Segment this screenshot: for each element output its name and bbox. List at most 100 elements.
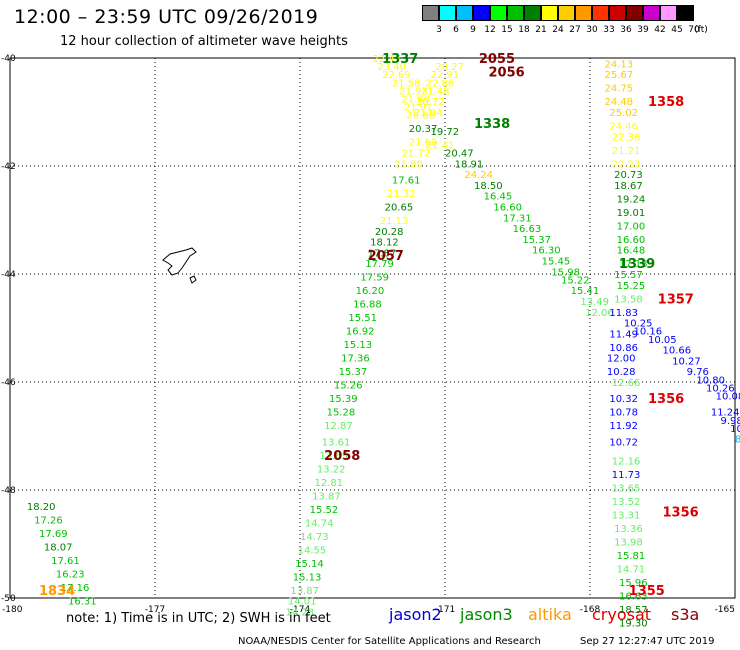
wave-height-reading: 12.00 xyxy=(607,354,636,365)
wave-height-reading: 16.63 xyxy=(619,591,648,602)
color-scale-swatch xyxy=(524,5,541,21)
wave-height-reading: 15.45 xyxy=(542,257,571,268)
wave-height-reading: 10.25 xyxy=(624,319,653,330)
wave-height-reading: 12.81 xyxy=(315,478,344,489)
wave-height-reading: 15.26 xyxy=(334,381,363,392)
wave-height-reading: 14.71 xyxy=(617,564,646,575)
wave-height-reading: 14.01 xyxy=(288,597,317,608)
wave-height-reading: 15.81 xyxy=(617,551,646,562)
color-scale-swatch xyxy=(575,5,592,21)
wave-height-reading: 18.12 xyxy=(370,238,399,249)
color-scale-label: 12 xyxy=(484,25,496,35)
color-scale-label: 3 xyxy=(436,25,442,35)
wave-height-reading: 20.72 xyxy=(416,97,445,108)
wave-height-reading: 21.69 xyxy=(409,138,438,149)
color-scale-label: 15 xyxy=(501,25,513,35)
pass-number-label: 2058 xyxy=(324,449,360,464)
wave-height-reading: 22.86 xyxy=(426,78,455,89)
wave-height-reading: 24.75 xyxy=(605,84,634,95)
color-scale-swatch xyxy=(439,5,456,21)
credit-text: NOAA/NESDIS Center for Satellite Applica… xyxy=(238,636,541,647)
wave-height-reading: 11.49 xyxy=(609,329,638,340)
wave-height-reading: 21.93 xyxy=(399,86,428,97)
color-scale-swatch xyxy=(558,5,575,21)
color-scale-label: 6 xyxy=(453,25,459,35)
wave-height-reading: 17.59 xyxy=(360,273,389,284)
longitude-label: -165 xyxy=(715,605,735,615)
wave-height-reading: 21.41 xyxy=(426,140,455,151)
wave-height-reading: 25.67 xyxy=(605,70,634,81)
wave-height-reading: 15.13 xyxy=(344,340,373,351)
wave-height-reading: 11.83 xyxy=(609,308,638,319)
color-scale-swatch xyxy=(677,5,694,21)
wave-height-reading: 10.28 xyxy=(607,367,636,378)
wave-height-reading: 24.13 xyxy=(605,59,634,70)
wave-height-reading: 16.30 xyxy=(532,246,561,257)
wave-height-reading: 19.30 xyxy=(619,618,648,629)
wave-height-reading: 18.57 xyxy=(619,605,648,616)
wave-height-reading: 21.58 xyxy=(392,78,421,89)
color-scale-label: 21 xyxy=(535,25,547,35)
wave-height-reading: 16.45 xyxy=(484,192,513,203)
wave-height-reading: 15.51 xyxy=(348,313,377,324)
wave-height-reading: 10.08 xyxy=(716,392,740,403)
longitude-label: -177 xyxy=(145,605,165,615)
wave-height-reading: 13.87 xyxy=(312,491,341,502)
wave-height-reading: 16.63 xyxy=(513,224,542,235)
wave-height-reading: 17.16 xyxy=(61,583,90,594)
wave-height-reading: 17.61 xyxy=(51,556,80,567)
wave-height-reading: 13.31 xyxy=(612,510,641,521)
wave-height-reading: 20.65 xyxy=(385,203,414,214)
wave-height-reading: 14.55 xyxy=(298,545,327,556)
wave-height-reading: 21.04 xyxy=(414,108,443,119)
map-frame xyxy=(9,57,736,599)
pass-number-label: 1338 xyxy=(474,117,510,132)
pass-number-label: 1356 xyxy=(648,392,684,407)
color-scale-label: 9 xyxy=(470,25,476,35)
wave-height-reading: 10.80 xyxy=(696,375,725,386)
pass-number-label: 1355 xyxy=(629,584,665,599)
wave-height-reading: 10.76 xyxy=(730,424,740,435)
wave-height-reading: 22.47 xyxy=(373,54,402,65)
color-scale-label: 42 xyxy=(654,25,666,35)
latitude-label: -44 xyxy=(1,270,16,280)
latitude-label: -50 xyxy=(1,594,16,604)
color-scale-swatch xyxy=(609,5,626,21)
wave-height-reading: 15.41 xyxy=(571,286,600,297)
pass-number-label: 1337 xyxy=(382,52,418,67)
wave-height-reading: 15.22 xyxy=(561,275,590,286)
wave-height-reading: 22.91 xyxy=(431,70,460,81)
pass-number-label: 1834 xyxy=(39,584,75,599)
wave-height-reading: 24.24 xyxy=(464,170,493,181)
wave-height-reading: 15.52 xyxy=(310,505,339,516)
wave-height-reading: 13.65 xyxy=(319,451,348,462)
wave-height-reading: 18.20 xyxy=(27,502,56,513)
wave-height-reading: 10.32 xyxy=(609,394,638,405)
wave-height-reading: 22.69 xyxy=(382,70,411,81)
wave-height-reading: 15.14 xyxy=(295,559,324,570)
island-landmass xyxy=(162,247,197,276)
wave-height-reading: 20.37 xyxy=(409,124,438,135)
wave-height-reading: 10.72 xyxy=(609,437,638,448)
wave-height-reading: 10.26 xyxy=(706,383,735,394)
pass-number-label: 1356 xyxy=(663,506,699,521)
wave-height-reading: 17.87 xyxy=(368,248,397,259)
wave-height-reading: 16.60 xyxy=(617,235,646,246)
map-title: 12:00 – 23:59 UTC 09/26/2019 xyxy=(14,6,319,28)
wave-height-reading: 17.61 xyxy=(392,176,421,187)
color-scale-swatch xyxy=(660,5,677,21)
color-scale-swatch xyxy=(626,5,643,21)
wave-height-reading: 21.80 xyxy=(402,95,431,106)
wave-height-reading: 9.76 xyxy=(687,367,709,378)
wave-height-reading: 14.74 xyxy=(305,518,334,529)
longitude-label: -180 xyxy=(2,605,23,615)
color-scale-swatch xyxy=(473,5,490,21)
color-scale-swatch xyxy=(490,5,507,21)
wave-height-reading: 15.37 xyxy=(339,367,368,378)
wave-height-reading: 18.91 xyxy=(455,159,484,170)
wave-height-reading: 17.31 xyxy=(503,213,532,224)
wave-height-reading: 21.13 xyxy=(380,216,409,227)
wave-height-reading: 13.49 xyxy=(580,297,609,308)
wave-height-reading: 10.27 xyxy=(672,356,701,367)
